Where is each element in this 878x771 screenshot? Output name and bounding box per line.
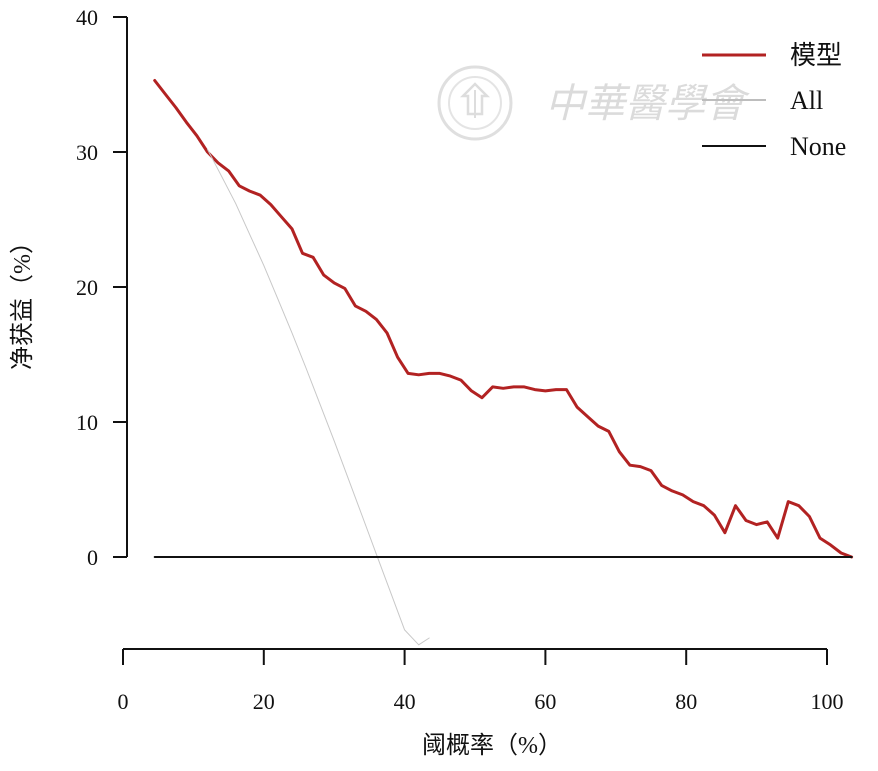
series-layer (153, 79, 854, 646)
x-tick-label: 20 (253, 689, 275, 714)
y-tick-label: 10 (76, 410, 98, 435)
x-tick-label: 100 (811, 689, 844, 714)
x-tick-label: 60 (534, 689, 556, 714)
watermark-seal-icon (437, 65, 513, 141)
y-tick-label: 20 (76, 275, 98, 300)
legend: 模型 All None (702, 41, 846, 161)
x-tick-label: 80 (675, 689, 697, 714)
series-line-1 (207, 148, 430, 646)
x-axis-title: 阈概率（%） (422, 732, 562, 759)
y-tick-label: 0 (87, 545, 98, 570)
x-tick-label: 0 (118, 689, 129, 714)
series-line-0 (153, 79, 854, 559)
legend-label: 模型 (790, 41, 842, 70)
watermark: 中華醫學會 (437, 65, 750, 141)
legend-label: All (790, 86, 823, 115)
legend-label: None (790, 132, 846, 161)
watermark-text: 中華醫學會 (545, 81, 750, 127)
axes: 0 10 20 30 40 0 20 40 60 80 100 (76, 5, 844, 714)
y-axis-title: 净获益（%） (9, 230, 36, 370)
y-tick-label: 40 (76, 5, 98, 30)
y-tick-label: 30 (76, 140, 98, 165)
x-tick-label: 40 (394, 689, 416, 714)
